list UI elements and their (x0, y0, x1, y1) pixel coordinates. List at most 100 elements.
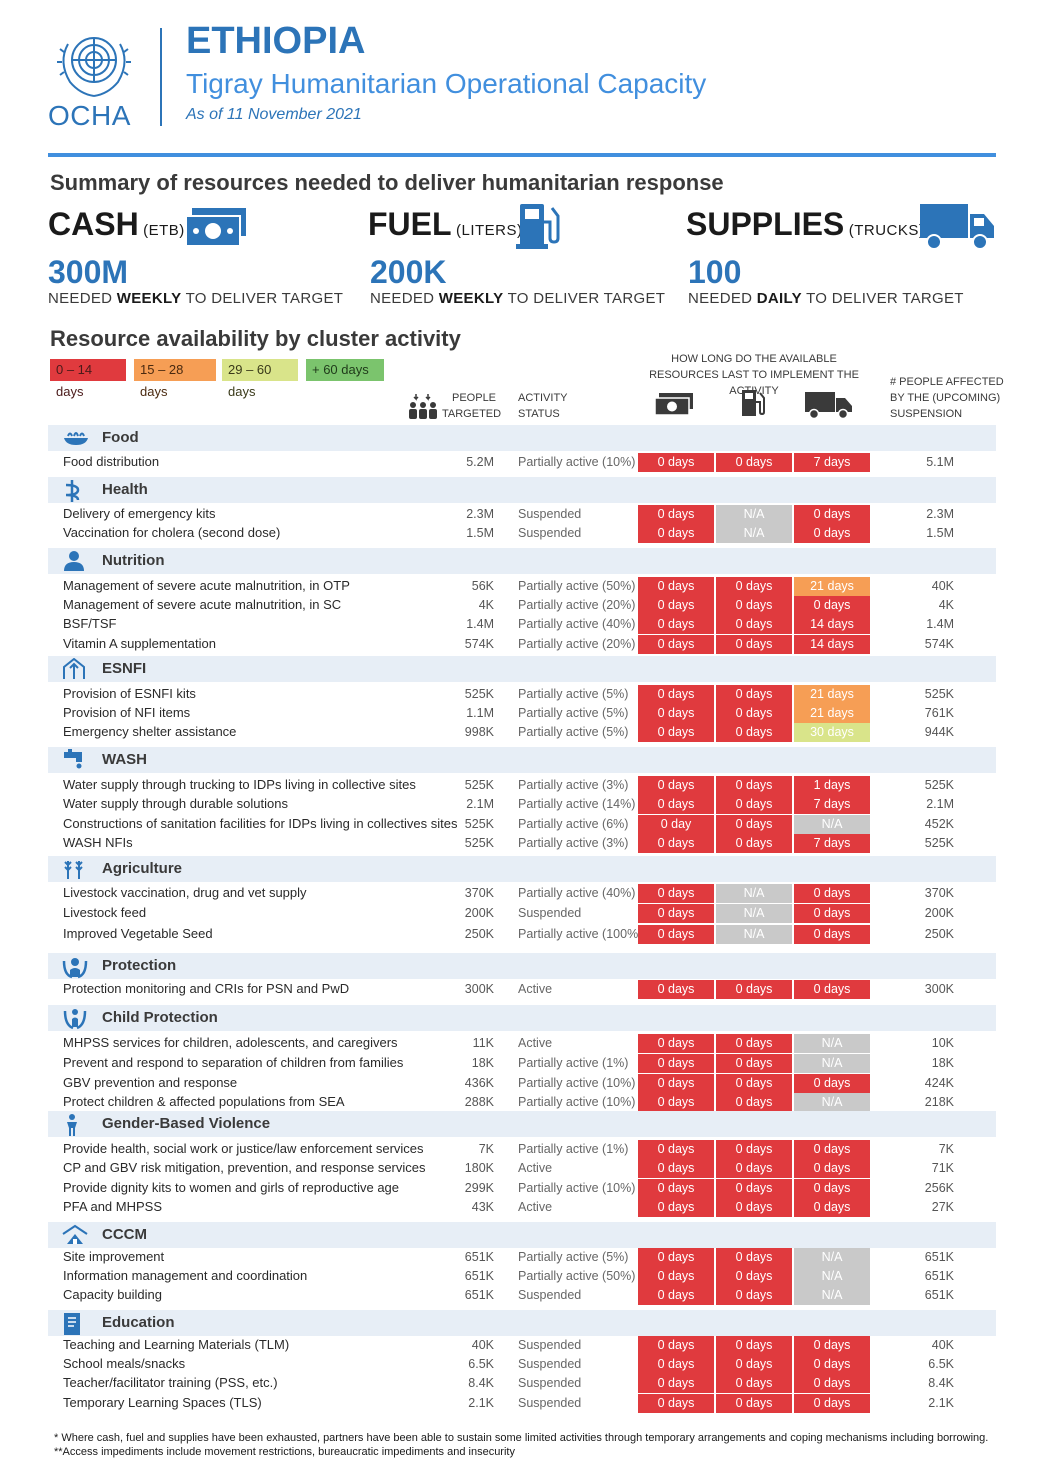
fuel-duration-cell: 0 days (716, 815, 792, 834)
supplies-duration-cell: 0 days (794, 1198, 870, 1217)
fuel-duration-cell: 0 days (716, 1034, 792, 1053)
activity-status: Partially active (14%) (518, 797, 636, 811)
footnote-2: **Access impediments include movement re… (54, 1446, 515, 1458)
activity-status: Partially active (3%) (518, 836, 629, 850)
people-targeted: 200K (464, 906, 494, 920)
activity-status: Partially active (5%) (518, 706, 629, 720)
cash-duration-cell: 0 days (638, 795, 714, 814)
cash-column-icon (654, 392, 694, 421)
cash-duration-cell: 0 days (638, 1374, 714, 1393)
supplies-note: NEEDED DAILY TO DELIVER TARGET (688, 290, 964, 307)
supplies-duration-cell: N/A (794, 1054, 870, 1073)
activity-status: Partially active (40%) (518, 617, 636, 631)
legend-60-plus: + 60 days (306, 359, 384, 381)
activity-status: Partially active (100%) (518, 927, 643, 941)
supplies-duration-cell: 0 days (794, 1355, 870, 1374)
people-affected: 5.1M (926, 455, 954, 469)
people-targeted: 525K (464, 817, 494, 831)
cluster-band-food (48, 425, 996, 451)
cash-duration-cell: 0 days (638, 980, 714, 999)
supplies-heading: SUPPLIES (TRUCKS) (686, 206, 924, 243)
fuel-duration-cell: 0 days (716, 1394, 792, 1413)
people-targeted: 18K (471, 1056, 494, 1070)
gender-icon (62, 1113, 86, 1136)
activity-name: Information management and coordination (63, 1268, 308, 1283)
cash-duration-cell: 0 days (638, 615, 714, 634)
cash-duration-cell: 0 days (638, 1159, 714, 1178)
people-targeted: 370K (464, 886, 494, 900)
fuel-duration-cell: 0 days (716, 1248, 792, 1267)
wheat-icon (62, 858, 86, 880)
fuel-note-post: TO DELIVER TARGET (503, 290, 666, 307)
cash-duration-cell: 0 days (638, 1394, 714, 1413)
supplies-duration-cell: N/A (794, 1034, 870, 1053)
cash-duration-cell: 0 day (638, 815, 714, 834)
people-targeted: 651K (464, 1288, 494, 1302)
cluster-name: Agriculture (102, 860, 183, 877)
cash-duration-cell: 0 days (638, 505, 714, 524)
cash-duration-cell: 0 days (638, 685, 714, 704)
cash-duration-cell: 0 days (638, 1336, 714, 1355)
supplies-value: 100 (688, 254, 742, 290)
activity-status: Partially active (10%) (518, 1095, 636, 1109)
fuel-heading: FUEL (LITERS) (368, 206, 523, 243)
supplies-note-bold: DAILY (756, 290, 802, 307)
activity-name: PFA and MHPSS (63, 1199, 162, 1214)
activity-status: Partially active (6%) (518, 817, 629, 831)
col-duration-line1: HOW LONG DO THE AVAILABLE (671, 353, 837, 365)
activity-status: Active (518, 1161, 553, 1175)
cluster-name: ESNFI (102, 660, 147, 677)
people-affected: 10K (931, 1036, 954, 1050)
activity-name: Protection monitoring and CRIs for PSN a… (63, 981, 350, 996)
people-targeted: 56K (471, 579, 494, 593)
people-affected: 761K (924, 706, 954, 720)
people-targeted: 651K (464, 1269, 494, 1283)
people-targeted: 6.5K (468, 1357, 494, 1371)
col-people-line2: TARGETED (442, 408, 502, 420)
activity-status: Partially active (50%) (518, 579, 636, 593)
people-affected: 7K (938, 1142, 954, 1156)
activity-status: Partially active (50%) (518, 1269, 636, 1283)
fuel-note-bold: WEEKLY (438, 290, 504, 307)
activity-name: BSF/TSF (63, 616, 117, 631)
people-targeted: 299K (464, 1181, 494, 1195)
supplies-duration-cell: N/A (794, 1248, 870, 1267)
shelter-icon (62, 657, 86, 680)
activity-name: Site improvement (63, 1249, 165, 1264)
people-affected: 651K (924, 1269, 954, 1283)
cash-duration-cell: 0 days (638, 1355, 714, 1374)
supplies-note-post: TO DELIVER TARGET (801, 290, 964, 307)
activity-status: Partially active (1%) (518, 1056, 629, 1070)
cash-duration-cell: 0 days (638, 453, 714, 472)
cluster-name: WASH (102, 751, 147, 768)
people-targeted: 250K (464, 927, 494, 941)
activity-status: Partially active (5%) (518, 687, 629, 701)
supplies-duration-cell: 0 days (794, 1159, 870, 1178)
cluster-name: Child Protection (102, 1009, 218, 1026)
supplies-duration-cell: 0 days (794, 505, 870, 524)
fuel-duration-cell: 0 days (716, 615, 792, 634)
cash-duration-cell: 0 days (638, 884, 714, 903)
cash-duration-cell: 0 days (638, 723, 714, 742)
people-targeted: 1.1M (466, 706, 494, 720)
supplies-duration-cell: 0 days (794, 524, 870, 543)
cash-duration-cell: 0 days (638, 925, 714, 944)
cash-unit: (ETB) (143, 222, 185, 239)
supplies-duration-cell: 1 days (794, 776, 870, 795)
activity-name: Water supply through durable solutions (63, 796, 288, 811)
supplies-duration-cell: 7 days (794, 834, 870, 853)
activity-status: Suspended (518, 1288, 582, 1302)
cash-duration-cell: 0 days (638, 1074, 714, 1093)
activity-name: Teaching and Learning Materials (TLM) (63, 1337, 290, 1352)
fuel-duration-cell: 0 days (716, 704, 792, 723)
fuel-duration-cell: 0 days (716, 635, 792, 654)
fuel-duration-cell: 0 days (716, 685, 792, 704)
activity-name: School meals/snacks (63, 1356, 186, 1371)
col-affected: # PEOPLE AFFECTED BY THE (UPCOMING) SUSP… (890, 374, 1004, 422)
activity-name: Management of severe acute malnutrition,… (63, 578, 350, 593)
people-affected: 525K (924, 778, 954, 792)
fuel-duration-cell: 0 days (716, 1374, 792, 1393)
cash-duration-cell: 0 days (638, 1286, 714, 1305)
cash-note-post: TO DELIVER TARGET (181, 290, 344, 307)
activity-status: Suspended (518, 1338, 582, 1352)
